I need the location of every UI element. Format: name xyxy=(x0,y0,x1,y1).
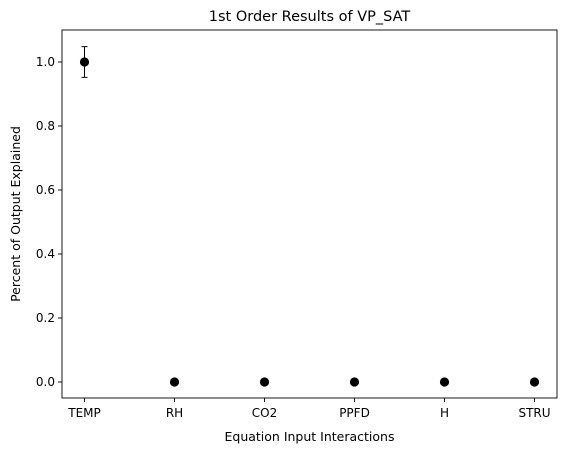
y-tick-label: 0.4 xyxy=(36,247,55,261)
x-axis-label: Equation Input Interactions xyxy=(224,429,394,444)
y-tick-label: 0.2 xyxy=(36,311,55,325)
x-tick-label: TEMP xyxy=(67,406,101,420)
x-tick-label: H xyxy=(440,406,449,420)
data-point xyxy=(530,377,539,386)
y-tick-label: 0.6 xyxy=(36,183,55,197)
y-tick-label: 1.0 xyxy=(36,55,55,69)
data-series xyxy=(80,47,539,387)
x-axis: TEMP RH CO2 PPFD H STRU xyxy=(67,398,550,420)
y-tick-label: 0.0 xyxy=(36,375,55,389)
data-point xyxy=(170,377,179,386)
x-tick-label: RH xyxy=(166,406,183,420)
y-axis: 0.0 0.2 0.4 0.6 0.8 1.0 xyxy=(36,55,62,389)
x-tick-label: CO2 xyxy=(252,406,277,420)
data-point xyxy=(350,377,359,386)
data-point xyxy=(440,377,449,386)
y-axis-label: Percent of Output Explained xyxy=(8,126,23,302)
plot-area xyxy=(62,30,557,398)
x-tick-label: PPFD xyxy=(339,406,370,420)
y-tick-label: 0.8 xyxy=(36,119,55,133)
x-tick-label: STRU xyxy=(518,406,550,420)
chart-title: 1st Order Results of VP_SAT xyxy=(209,9,411,25)
data-point xyxy=(80,57,89,66)
data-point xyxy=(260,377,269,386)
